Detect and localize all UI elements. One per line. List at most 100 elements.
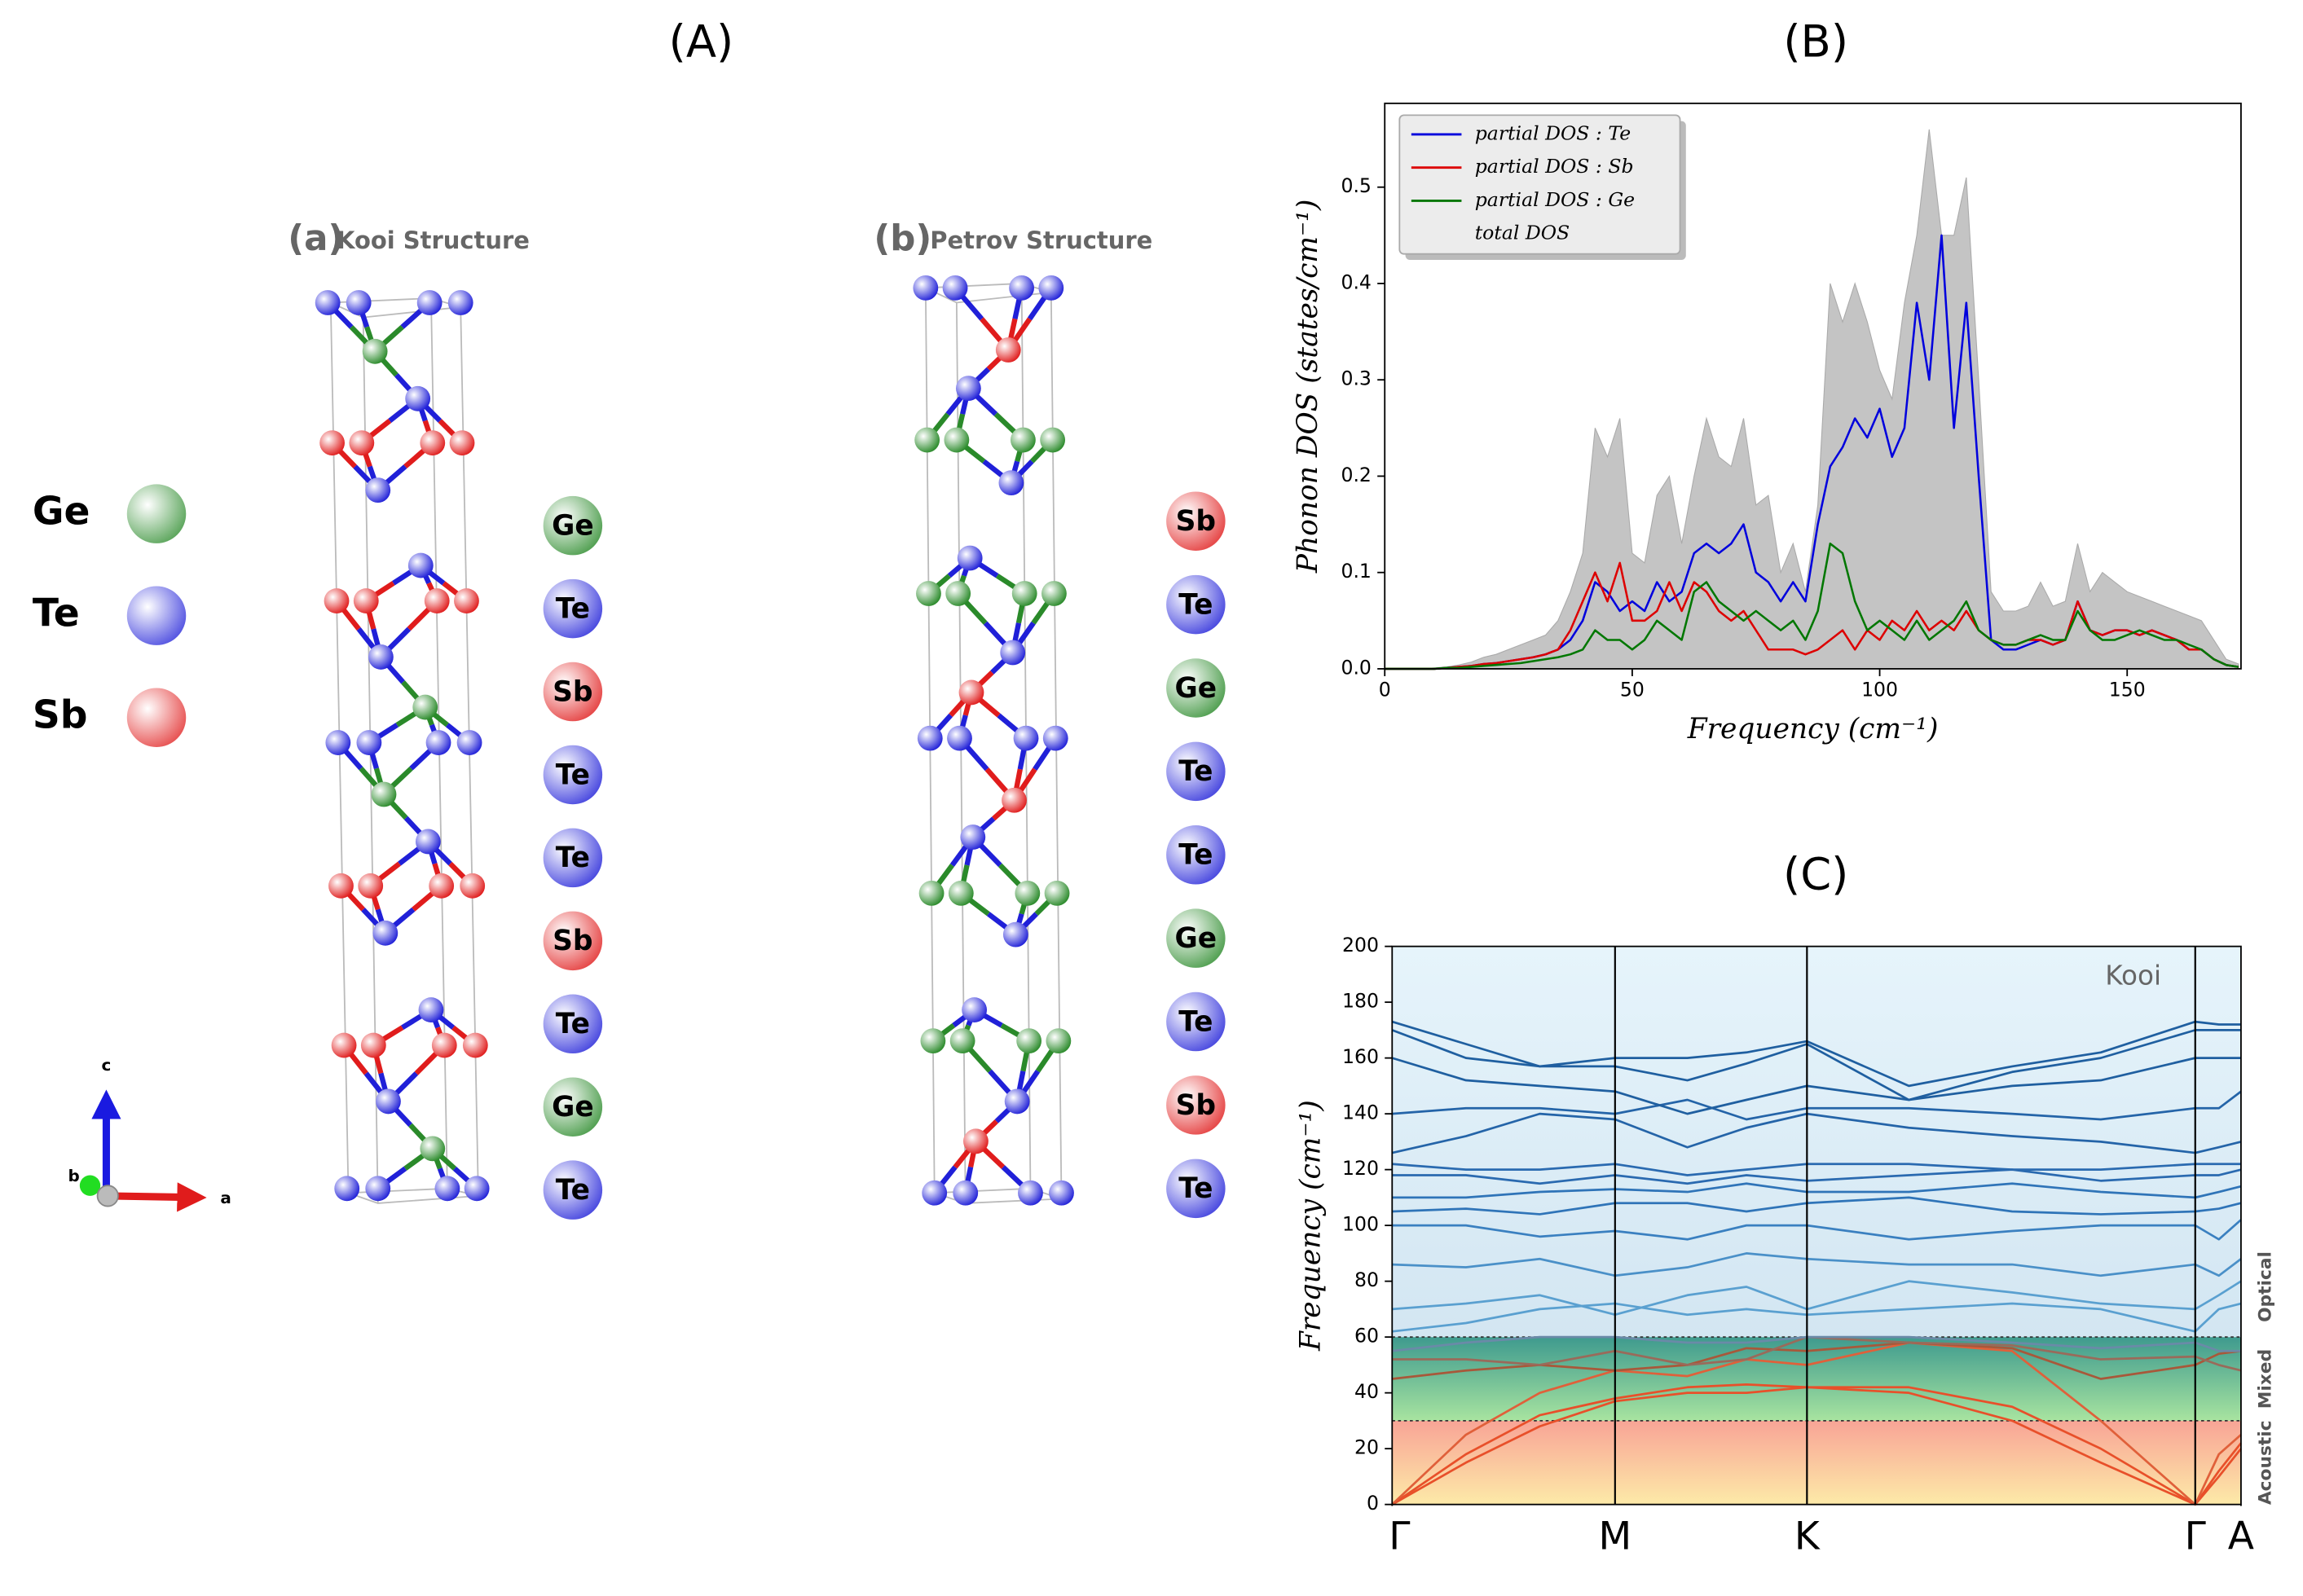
y-axis-label: Frequency (cm⁻¹) xyxy=(1294,1100,1327,1352)
atom xyxy=(407,552,434,578)
atom xyxy=(462,1032,488,1058)
stacking-label: Ge xyxy=(1175,672,1218,705)
stacking-atom xyxy=(543,578,603,639)
atom xyxy=(914,427,940,453)
stacking-atom xyxy=(543,495,603,556)
atom xyxy=(944,427,970,453)
atom xyxy=(420,1136,446,1162)
atom xyxy=(460,873,486,899)
legend-atom xyxy=(126,484,187,543)
x-tick-label: 150 xyxy=(2109,679,2146,701)
x-tick-label: M xyxy=(1599,1514,1632,1559)
atom xyxy=(415,829,441,855)
atom xyxy=(958,679,984,706)
stacking-label: Te xyxy=(1178,588,1213,621)
atom xyxy=(1042,725,1068,751)
dos-chart: 0 50 100 150 0.0 0.1 0.2 0.3 0.4 0.5 Frequency (cm… xyxy=(1292,102,2242,745)
structure-tag: (a) xyxy=(288,218,344,259)
b-axis-dot xyxy=(79,1175,101,1196)
stacking-label: Te xyxy=(1178,839,1213,872)
atom xyxy=(456,730,482,755)
structure-title: Kooi Structure xyxy=(337,226,530,254)
x-tick-label: 100 xyxy=(1861,679,1898,701)
structure-title: Petrov Structure xyxy=(930,226,1152,254)
atom xyxy=(418,997,444,1022)
stacking-label: Te xyxy=(556,842,590,874)
atom xyxy=(1018,1180,1043,1206)
atom xyxy=(1002,921,1028,947)
stacking-atom xyxy=(543,745,603,805)
atom xyxy=(431,1032,457,1058)
stacking-label: Sb xyxy=(553,925,592,957)
axis-triad: c b a xyxy=(68,1056,231,1212)
x-tick-label: A xyxy=(2228,1514,2254,1559)
panel-label: (C) xyxy=(1783,849,1848,900)
atom xyxy=(315,290,341,315)
atom xyxy=(405,385,431,411)
x-tick-label: 50 xyxy=(1620,679,1645,701)
atom xyxy=(963,1128,989,1154)
x-tick-label: Γ xyxy=(1389,1514,1410,1559)
axis-label: c xyxy=(102,1056,112,1075)
atom xyxy=(945,581,971,606)
axis-label: a xyxy=(220,1189,231,1207)
atom xyxy=(913,275,939,301)
atom xyxy=(1044,880,1070,906)
atom xyxy=(1038,275,1064,301)
atom xyxy=(1049,1180,1074,1206)
atom xyxy=(1016,1028,1042,1054)
stacking-label: Te xyxy=(1178,755,1213,788)
atom xyxy=(412,694,438,720)
y-tick-label: 140 xyxy=(1342,1101,1379,1124)
y-tick-label: 60 xyxy=(1354,1325,1379,1348)
panel-label: (B) xyxy=(1783,15,1848,67)
stacking-atom xyxy=(1166,741,1226,802)
atom xyxy=(319,430,345,456)
legend-label: Sb xyxy=(33,693,88,738)
atom xyxy=(960,824,986,850)
atom xyxy=(362,338,388,364)
atom xyxy=(1010,427,1036,453)
atom xyxy=(1000,640,1026,666)
stacking-atom xyxy=(1166,658,1226,718)
structure-tag: (b) xyxy=(874,218,931,259)
atom xyxy=(356,730,382,755)
atom xyxy=(1041,581,1067,606)
a-axis-arrow xyxy=(106,1182,207,1212)
stacking-atom xyxy=(1166,991,1226,1052)
y-tick-label: 20 xyxy=(1354,1436,1379,1459)
y-tick-label: 160 xyxy=(1342,1045,1379,1068)
y-tick-label: 0.3 xyxy=(1341,367,1371,390)
atom xyxy=(365,1176,391,1202)
legend-box xyxy=(1398,114,1681,255)
atom xyxy=(464,1176,490,1202)
atom xyxy=(917,725,943,751)
atom xyxy=(420,430,446,456)
y-tick-label: 0.2 xyxy=(1341,464,1371,486)
atom xyxy=(922,1180,948,1206)
annotation: Kooi xyxy=(2105,961,2161,991)
stacking-label: Te xyxy=(556,592,590,625)
stacking-atom xyxy=(1166,1075,1226,1135)
crystal-structure xyxy=(315,290,490,1202)
atom xyxy=(947,725,972,751)
atom xyxy=(1046,1028,1072,1054)
atom xyxy=(424,588,450,613)
atom xyxy=(1015,880,1041,906)
atom xyxy=(368,644,394,670)
stacking-label: Te xyxy=(556,758,590,791)
atom xyxy=(334,1176,360,1202)
atom xyxy=(324,588,350,613)
atom xyxy=(953,1180,979,1206)
stacking-label: Te xyxy=(556,1174,590,1207)
atom xyxy=(916,581,941,606)
atom xyxy=(995,337,1021,363)
atom xyxy=(349,430,375,456)
stacking-label: Ge xyxy=(552,509,594,542)
stacking-label: Te xyxy=(556,1008,590,1040)
legend-label: Ge xyxy=(33,490,90,534)
stacking-atom xyxy=(543,1077,603,1137)
legend-label: partial DOS : Sb xyxy=(1475,155,1634,178)
atom xyxy=(372,920,399,946)
